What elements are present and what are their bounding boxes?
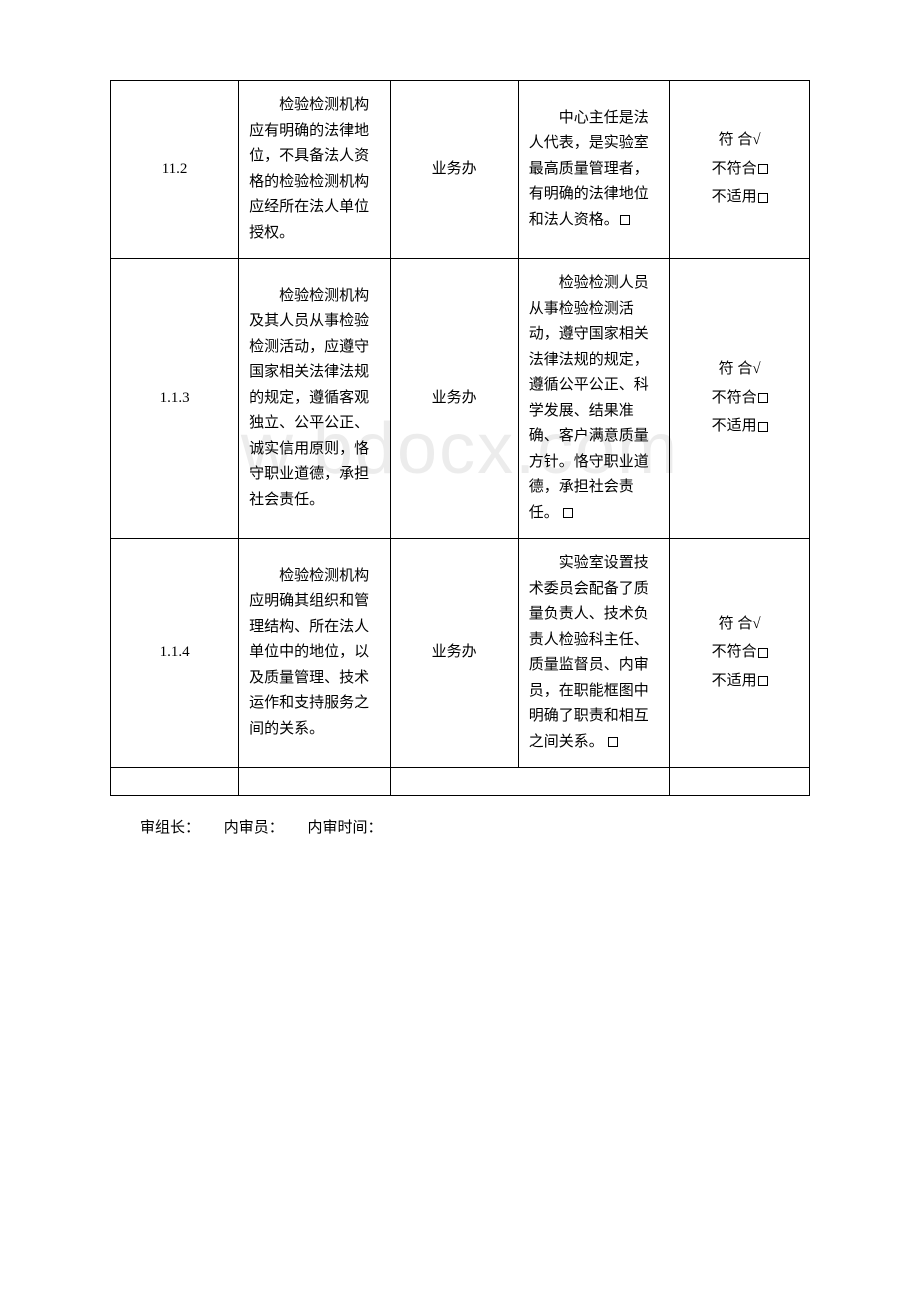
cell-result: 符 合√ 不符合 不适用	[670, 539, 810, 768]
cell-criteria: 检验检测机构应有明确的法律地位，不具备法人资格的检验检测机构应经所在法人单位授权…	[239, 81, 390, 259]
footer-signatures: 审组长： 内审员： 内审时间：	[110, 816, 810, 837]
cell-result: 符 合√ 不符合 不适用	[670, 259, 810, 539]
cell-num: 11.2	[111, 81, 239, 259]
cell-criteria: 检验检测机构应明确其组织和管理结构、所在法人单位中的地位，以及质量管理、技术运作…	[239, 539, 390, 768]
table-row: 11.2 检验检测机构应有明确的法律地位，不具备法人资格的检验检测机构应经所在法…	[111, 81, 810, 259]
checkbox-icon	[758, 393, 768, 403]
checkbox-icon	[758, 676, 768, 686]
cell-num: 1.1.3	[111, 259, 239, 539]
cell-finding: 检验检测人员从事检验检测活动，遵守国家相关法律法规的规定，遵循公平公正、科学发展…	[518, 259, 669, 539]
cell-dept: 业务办	[390, 81, 518, 259]
empty-cell	[390, 768, 670, 796]
cell-result: 符 合√ 不符合 不适用	[670, 81, 810, 259]
na-label: 不适用	[712, 189, 757, 205]
cell-finding: 中心主任是法人代表，是实验室最高质量管理者，有明确的法律地位和法人资格。	[518, 81, 669, 259]
checkbox-icon	[758, 193, 768, 203]
nonconform-label: 不符合	[712, 644, 757, 660]
conform-label: 符 合√	[719, 132, 761, 148]
checkbox-icon	[758, 422, 768, 432]
cell-num: 1.1.4	[111, 539, 239, 768]
table-row: 1.1.4 检验检测机构应明确其组织和管理结构、所在法人单位中的地位，以及质量管…	[111, 539, 810, 768]
auditor-label: 内审员：	[224, 820, 284, 836]
checkbox-icon	[758, 164, 768, 174]
table-row: 1.1.3 检验检测机构及其人员从事检验检测活动，应遵守国家相关法律法规的规定，…	[111, 259, 810, 539]
empty-cell	[239, 768, 390, 796]
empty-cell	[670, 768, 810, 796]
empty-cell	[111, 768, 239, 796]
checkbox-icon	[758, 648, 768, 658]
audit-table: 11.2 检验检测机构应有明确的法律地位，不具备法人资格的检验检测机构应经所在法…	[110, 80, 810, 796]
checkbox-icon	[620, 215, 630, 225]
na-label: 不适用	[712, 673, 757, 689]
checkbox-icon	[608, 737, 618, 747]
conform-label: 符 合√	[719, 361, 761, 377]
cell-dept: 业务办	[390, 259, 518, 539]
leader-label: 审组长：	[140, 820, 200, 836]
conform-label: 符 合√	[719, 616, 761, 632]
time-label: 内审时间：	[308, 820, 383, 836]
cell-dept: 业务办	[390, 539, 518, 768]
nonconform-label: 不符合	[712, 161, 757, 177]
cell-criteria: 检验检测机构及其人员从事检验检测活动，应遵守国家相关法律法规的规定，遵循客观独立…	[239, 259, 390, 539]
checkbox-icon	[563, 508, 573, 518]
nonconform-label: 不符合	[712, 390, 757, 406]
na-label: 不适用	[712, 418, 757, 434]
table-empty-row	[111, 768, 810, 796]
cell-finding: 实验室设置技术委员会配备了质量负责人、技术负责人检验科主任、质量监督员、内审员，…	[518, 539, 669, 768]
